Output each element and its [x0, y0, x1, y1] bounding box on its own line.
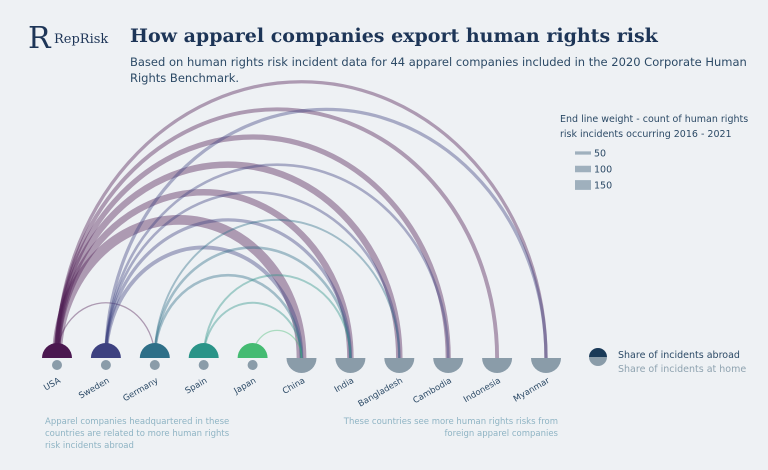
legend-weight — [575, 151, 591, 155]
legend-label: 100 — [594, 165, 612, 176]
abroad-share — [139, 343, 170, 358]
x-tick-label: Myanmar — [512, 376, 552, 405]
annotation: countries are related to more human righ… — [45, 429, 230, 439]
link-arc — [104, 218, 353, 359]
abroad-share — [188, 343, 219, 358]
annotation: These countries see more human rights ri… — [343, 417, 558, 427]
legend-label: Share of incidents at home — [618, 364, 746, 375]
link-arc — [103, 245, 304, 359]
link-arc — [153, 218, 401, 359]
logo-mark: R — [28, 21, 52, 56]
x-tick-label: Bangladesh — [357, 376, 405, 410]
legend-label: 150 — [594, 181, 612, 192]
home-share — [482, 358, 513, 373]
brand: RepRisk — [54, 32, 108, 47]
link-arc — [153, 246, 352, 359]
home-share — [531, 358, 561, 373]
home-share — [247, 360, 258, 370]
abroad-share — [90, 343, 121, 358]
link-arc — [56, 302, 156, 359]
home-share — [335, 358, 366, 374]
annotation: risk incidents abroad — [45, 441, 134, 451]
legend-home — [589, 357, 607, 366]
home-share — [198, 360, 209, 370]
legend-title: End line weight - count of human rights — [560, 114, 748, 125]
legend-label: 50 — [594, 149, 606, 160]
home-share — [149, 360, 160, 370]
subtitle: Based on human rights risk incident data… — [130, 55, 747, 69]
link-arc — [202, 301, 303, 359]
annotation: foreign apparel companies — [444, 429, 558, 439]
x-tick-label: China — [281, 376, 307, 397]
x-tick-label: Cambodia — [411, 376, 453, 406]
home-share — [433, 358, 464, 374]
link-arc — [202, 274, 352, 359]
x-tick-label: USA — [42, 376, 62, 394]
x-tick-label: Japan — [232, 376, 258, 397]
x-tick-label: Germany — [121, 376, 160, 404]
link-arc — [104, 163, 450, 359]
abroad-share — [237, 343, 268, 358]
link-arc — [104, 191, 401, 359]
link-arc — [55, 107, 500, 359]
home-share — [52, 360, 62, 370]
link-arc — [153, 273, 303, 359]
link-arc — [55, 80, 548, 359]
chart-title: How apparel companies export human right… — [130, 25, 659, 47]
legend-abroad — [589, 348, 607, 357]
x-tick-label: Indonesia — [462, 376, 503, 405]
legend-weight — [575, 180, 591, 190]
link-arc — [53, 161, 403, 359]
annotation: Apparel companies headquartered in these — [45, 417, 229, 427]
home-share — [100, 360, 111, 370]
home-share — [286, 358, 317, 374]
subtitle: Rights Benchmark. — [130, 71, 239, 85]
x-tick-label: Sweden — [77, 376, 111, 401]
link-arc — [104, 107, 548, 359]
legend-weight — [575, 165, 591, 173]
link-arc — [54, 134, 451, 359]
legend-title: risk incidents occurring 2016 - 2021 — [560, 129, 732, 140]
legend-label: Share of incidents abroad — [618, 350, 740, 361]
home-share — [384, 358, 415, 374]
x-tick-label: India — [333, 376, 356, 395]
x-tick-label: Spain — [184, 376, 210, 397]
abroad-share — [42, 343, 72, 358]
link-arc — [53, 189, 354, 359]
link-arc — [52, 215, 307, 359]
